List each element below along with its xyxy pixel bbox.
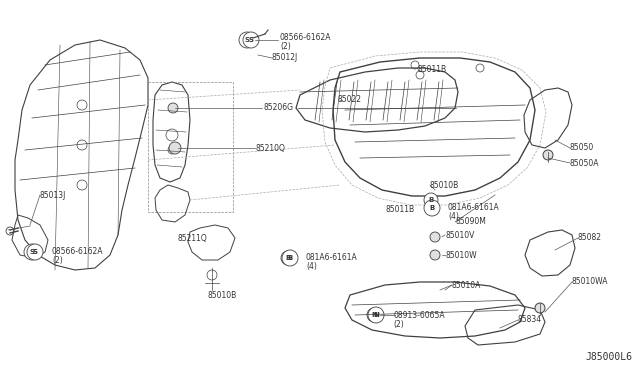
Text: 85090M: 85090M bbox=[455, 218, 486, 227]
Text: S: S bbox=[33, 249, 38, 255]
Text: (2): (2) bbox=[280, 42, 291, 51]
Text: 08566-6162A: 08566-6162A bbox=[280, 33, 332, 42]
Circle shape bbox=[535, 303, 545, 313]
Circle shape bbox=[430, 232, 440, 242]
Text: 85211Q: 85211Q bbox=[178, 234, 208, 243]
Text: (2): (2) bbox=[393, 320, 404, 328]
Circle shape bbox=[282, 250, 298, 266]
Text: 85206G: 85206G bbox=[263, 103, 293, 112]
Circle shape bbox=[239, 32, 255, 48]
Circle shape bbox=[243, 32, 259, 48]
Text: 85834: 85834 bbox=[518, 315, 542, 324]
Text: N: N bbox=[371, 312, 377, 318]
Circle shape bbox=[24, 244, 40, 260]
Text: 85082: 85082 bbox=[578, 234, 602, 243]
Text: (4): (4) bbox=[448, 212, 459, 221]
Text: J85000L6: J85000L6 bbox=[585, 352, 632, 362]
Text: B: B bbox=[428, 197, 434, 203]
Text: 85013J: 85013J bbox=[40, 190, 67, 199]
Circle shape bbox=[368, 307, 384, 323]
Circle shape bbox=[543, 150, 553, 160]
Text: 85022: 85022 bbox=[338, 96, 362, 105]
Text: 85050A: 85050A bbox=[570, 158, 600, 167]
Text: 85011B: 85011B bbox=[386, 205, 415, 215]
Text: 081A6-6161A: 081A6-6161A bbox=[448, 203, 500, 212]
Text: N: N bbox=[373, 312, 379, 318]
Circle shape bbox=[169, 142, 181, 154]
Text: 081A6-6161A: 081A6-6161A bbox=[306, 253, 358, 263]
Text: B: B bbox=[429, 205, 435, 211]
Text: S: S bbox=[248, 37, 253, 43]
Text: 85210Q: 85210Q bbox=[256, 144, 286, 153]
Text: 85010V: 85010V bbox=[445, 231, 474, 240]
Text: 85011B: 85011B bbox=[418, 65, 447, 74]
Circle shape bbox=[424, 193, 438, 207]
Text: 85010WA: 85010WA bbox=[572, 278, 609, 286]
Text: 85050: 85050 bbox=[570, 144, 595, 153]
Circle shape bbox=[27, 244, 43, 260]
Text: S: S bbox=[29, 249, 35, 255]
Text: 85010B: 85010B bbox=[430, 180, 460, 189]
Circle shape bbox=[168, 103, 178, 113]
Circle shape bbox=[424, 200, 440, 216]
Text: B: B bbox=[285, 255, 291, 261]
Text: 85010W: 85010W bbox=[445, 250, 477, 260]
Text: B: B bbox=[287, 255, 292, 261]
Text: (4): (4) bbox=[306, 263, 317, 272]
Text: 85012J: 85012J bbox=[271, 54, 297, 62]
Text: 85010B: 85010B bbox=[208, 291, 237, 299]
Text: 08566-6162A: 08566-6162A bbox=[52, 247, 104, 257]
Text: S: S bbox=[244, 37, 250, 43]
Circle shape bbox=[367, 308, 381, 322]
Text: 85010A: 85010A bbox=[452, 280, 481, 289]
Text: (2): (2) bbox=[52, 257, 63, 266]
Circle shape bbox=[430, 250, 440, 260]
Circle shape bbox=[281, 251, 295, 265]
Text: 08913-6065A: 08913-6065A bbox=[393, 311, 445, 320]
